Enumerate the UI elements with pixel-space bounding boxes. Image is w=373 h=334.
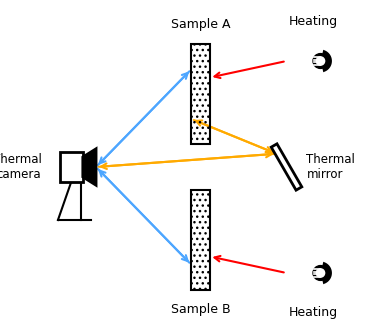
Text: Heating: Heating — [288, 306, 338, 319]
Polygon shape — [83, 149, 96, 185]
Bar — [60, 152, 83, 182]
Circle shape — [313, 266, 328, 281]
Text: Sample A: Sample A — [170, 18, 230, 31]
Circle shape — [316, 269, 325, 277]
Text: Thermal
mirror: Thermal mirror — [306, 153, 355, 181]
Text: Sample B: Sample B — [170, 303, 230, 316]
Bar — [191, 190, 210, 290]
Polygon shape — [271, 144, 302, 190]
Polygon shape — [323, 263, 331, 283]
Polygon shape — [323, 51, 331, 71]
Text: Thermal
camera: Thermal camera — [0, 153, 41, 181]
Circle shape — [313, 53, 328, 68]
Circle shape — [316, 57, 325, 65]
Text: Heating: Heating — [288, 15, 338, 28]
Bar — [191, 44, 210, 144]
